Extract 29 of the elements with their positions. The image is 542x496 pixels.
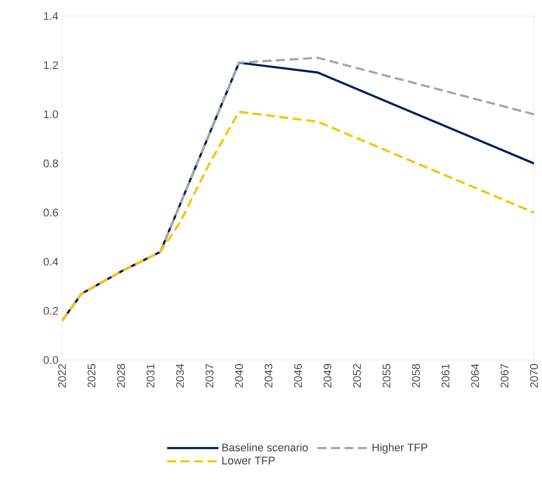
legend-label: Lower TFP	[222, 456, 275, 464]
x-tick-label: 2067	[500, 364, 508, 388]
line-series	[62, 110, 534, 322]
y-tick-label: 1.4	[44, 12, 58, 20]
y-tick-label: 0.8	[44, 160, 58, 168]
x-tick-label: 2031	[146, 364, 154, 388]
x-tick-label: 2046	[294, 364, 302, 388]
x-tick-label: 2070	[530, 364, 538, 388]
x-tick-label: 2034	[176, 364, 184, 388]
x-tick-label: 2052	[353, 364, 361, 388]
x-tick-label: 2055	[382, 364, 390, 388]
y-tick-label: 1.2	[44, 61, 58, 69]
x-tick-label: 2022	[58, 364, 66, 388]
y-tick-label: 0.2	[44, 306, 58, 315]
x-tick-label: 2058	[412, 364, 420, 388]
legend-label: Baseline scenario	[222, 443, 308, 452]
y-tick-label: 0.6	[44, 208, 58, 216]
x-tick-label: 2049	[324, 364, 332, 388]
x-tick-label: 2028	[117, 364, 125, 388]
y-tick-label: 1.0	[44, 110, 58, 118]
x-tick-label: 2037	[206, 364, 214, 388]
y-tick-label: 0.4	[44, 258, 58, 266]
x-tick-label: 2064	[471, 364, 479, 388]
y-tick-label: 0.0	[44, 356, 58, 364]
x-tick-label: 2040	[235, 364, 243, 388]
x-tick-label: 2025	[88, 364, 96, 388]
legend-label: Higher TFP	[372, 443, 428, 454]
x-tick-label: 2061	[442, 364, 450, 388]
x-tick-label: 2043	[264, 364, 272, 388]
